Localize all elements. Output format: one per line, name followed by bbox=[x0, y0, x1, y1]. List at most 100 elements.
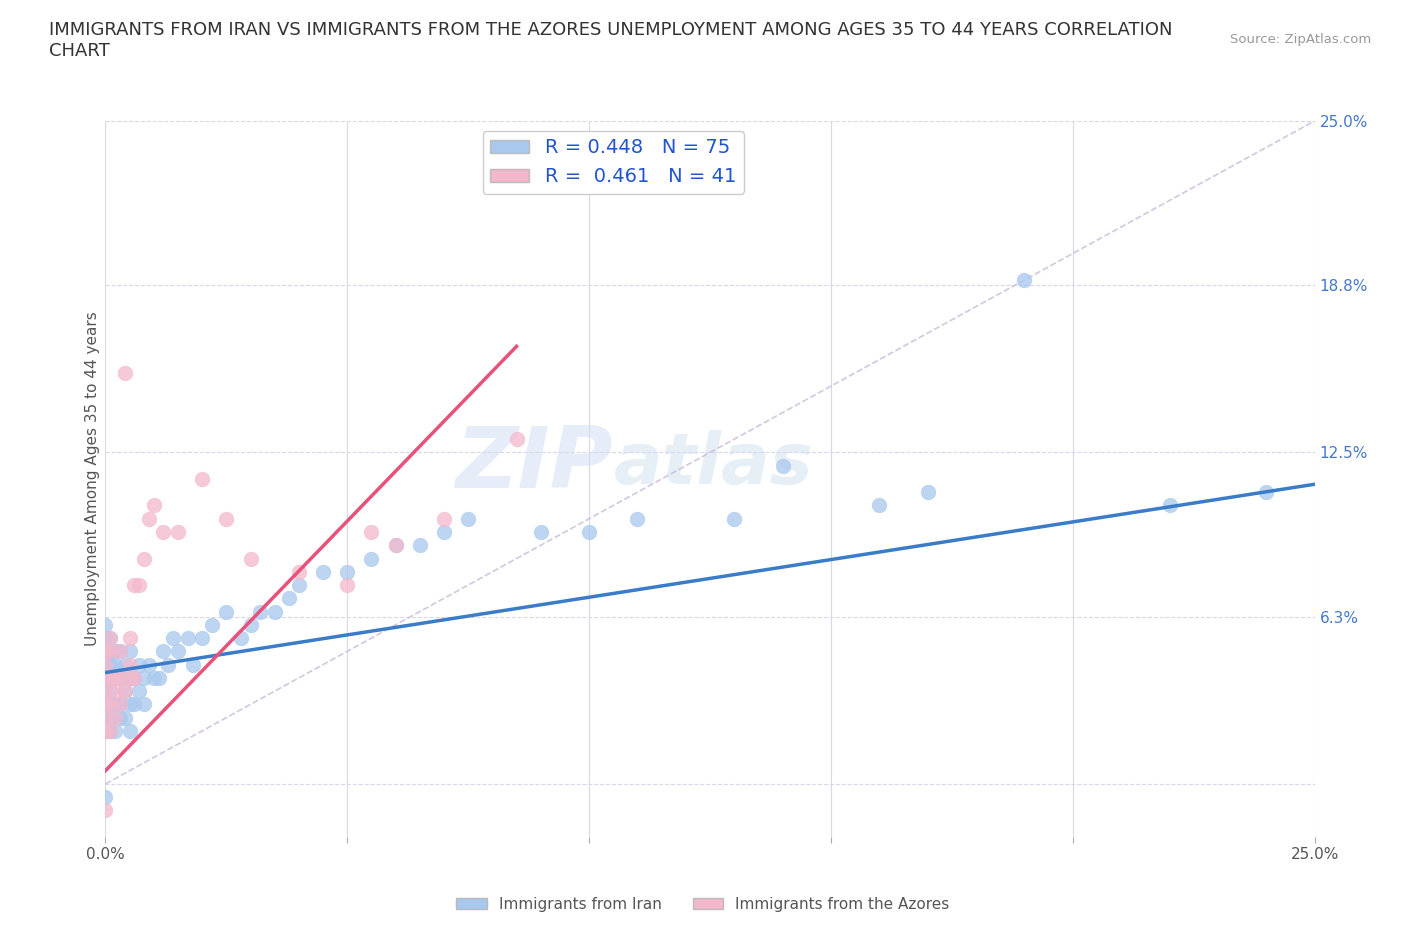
Point bbox=[215, 604, 238, 619]
Point bbox=[118, 631, 141, 645]
Point bbox=[249, 604, 271, 619]
Point bbox=[104, 671, 127, 685]
Point bbox=[94, 631, 117, 645]
Text: CHART: CHART bbox=[49, 42, 110, 60]
Point bbox=[104, 711, 127, 725]
Text: Source: ZipAtlas.com: Source: ZipAtlas.com bbox=[1230, 33, 1371, 46]
Point bbox=[94, 724, 117, 738]
Point bbox=[433, 512, 456, 526]
Point bbox=[162, 631, 184, 645]
Text: IMMIGRANTS FROM IRAN VS IMMIGRANTS FROM THE AZORES UNEMPLOYMENT AMONG AGES 35 TO: IMMIGRANTS FROM IRAN VS IMMIGRANTS FROM … bbox=[49, 21, 1173, 39]
Point bbox=[868, 498, 890, 513]
Point bbox=[104, 671, 127, 685]
Point bbox=[118, 671, 141, 685]
Point bbox=[134, 697, 156, 711]
Text: atlas: atlas bbox=[613, 431, 813, 499]
Point bbox=[94, 658, 117, 672]
Point bbox=[384, 538, 406, 552]
Point bbox=[118, 644, 141, 658]
Point bbox=[312, 565, 335, 579]
Point bbox=[98, 644, 121, 658]
Point bbox=[114, 684, 136, 698]
Legend: Immigrants from Iran, Immigrants from the Azores: Immigrants from Iran, Immigrants from th… bbox=[450, 891, 956, 918]
Point bbox=[108, 671, 131, 685]
Point bbox=[157, 658, 180, 672]
Point bbox=[108, 644, 131, 658]
Point bbox=[94, 697, 117, 711]
Point bbox=[124, 697, 146, 711]
Point bbox=[118, 724, 141, 738]
Point bbox=[176, 631, 198, 645]
Point bbox=[1159, 498, 1181, 513]
Point bbox=[138, 658, 160, 672]
Point bbox=[98, 697, 121, 711]
Point bbox=[98, 684, 121, 698]
Legend: R = 0.448   N = 75, R =  0.461   N = 41: R = 0.448 N = 75, R = 0.461 N = 41 bbox=[482, 130, 744, 193]
Point bbox=[124, 671, 146, 685]
Point bbox=[104, 724, 127, 738]
Point bbox=[98, 631, 121, 645]
Point bbox=[239, 551, 262, 566]
Point bbox=[114, 365, 136, 380]
Point bbox=[167, 644, 190, 658]
Point bbox=[191, 631, 214, 645]
Point bbox=[118, 658, 141, 672]
Point bbox=[94, 658, 117, 672]
Point bbox=[104, 658, 127, 672]
Point bbox=[94, 790, 117, 804]
Point bbox=[457, 512, 479, 526]
Point bbox=[118, 671, 141, 685]
Point bbox=[98, 631, 121, 645]
Point bbox=[124, 671, 146, 685]
Point bbox=[917, 485, 939, 499]
Point bbox=[94, 644, 117, 658]
Point bbox=[94, 671, 117, 685]
Point bbox=[94, 644, 117, 658]
Point bbox=[108, 697, 131, 711]
Text: ZIP: ZIP bbox=[456, 423, 613, 506]
Point bbox=[239, 618, 262, 632]
Point bbox=[152, 644, 174, 658]
Point bbox=[94, 697, 117, 711]
Point bbox=[98, 724, 121, 738]
Point bbox=[94, 618, 117, 632]
Point bbox=[98, 697, 121, 711]
Point bbox=[278, 591, 301, 605]
Point bbox=[409, 538, 432, 552]
Point bbox=[98, 671, 121, 685]
Point bbox=[181, 658, 204, 672]
Point bbox=[108, 644, 131, 658]
Point bbox=[336, 565, 359, 579]
Point bbox=[98, 658, 121, 672]
Point bbox=[128, 658, 150, 672]
Point bbox=[108, 711, 131, 725]
Point bbox=[108, 697, 131, 711]
Point bbox=[94, 711, 117, 725]
Point bbox=[124, 578, 146, 592]
Point bbox=[142, 671, 165, 685]
Point bbox=[201, 618, 224, 632]
Point bbox=[108, 671, 131, 685]
Point bbox=[772, 458, 794, 473]
Point bbox=[114, 711, 136, 725]
Point bbox=[94, 711, 117, 725]
Point bbox=[98, 724, 121, 738]
Point bbox=[128, 684, 150, 698]
Y-axis label: Unemployment Among Ages 35 to 44 years: Unemployment Among Ages 35 to 44 years bbox=[84, 312, 100, 646]
Point bbox=[114, 684, 136, 698]
Point bbox=[360, 525, 382, 539]
Point bbox=[142, 498, 165, 513]
Point bbox=[98, 711, 121, 725]
Point bbox=[152, 525, 174, 539]
Point bbox=[98, 671, 121, 685]
Point bbox=[148, 671, 170, 685]
Point bbox=[1256, 485, 1278, 499]
Point bbox=[98, 644, 121, 658]
Point bbox=[104, 644, 127, 658]
Point bbox=[94, 803, 117, 817]
Point bbox=[128, 578, 150, 592]
Point bbox=[138, 512, 160, 526]
Point bbox=[134, 671, 156, 685]
Point bbox=[336, 578, 359, 592]
Point bbox=[384, 538, 406, 552]
